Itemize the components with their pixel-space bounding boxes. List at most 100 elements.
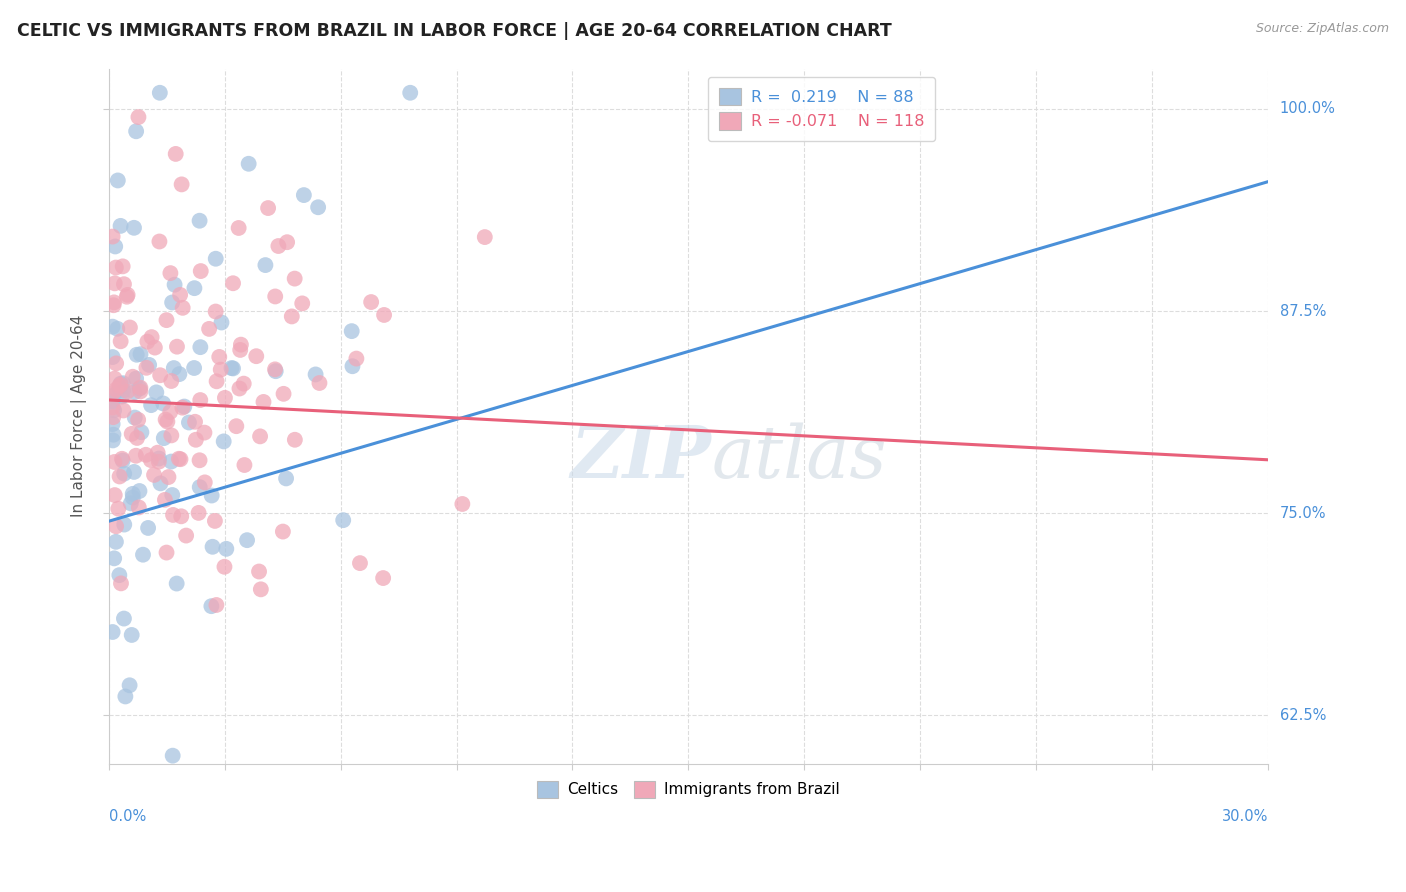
Point [127, 413, 149, 427]
Point [209, 362, 232, 376]
Point [143, 467, 166, 482]
Point [188, 480, 211, 494]
Point [188, 393, 211, 408]
Point [103, 389, 125, 403]
Point [160, 454, 183, 468]
Point [332, 513, 354, 527]
Point [214, 391, 236, 405]
Point [208, 350, 231, 364]
Point [105, 519, 128, 533]
Point [127, 110, 149, 124]
Point [101, 394, 124, 409]
Point [163, 277, 186, 292]
Point [184, 433, 207, 447]
Point [112, 403, 135, 417]
Point [115, 290, 138, 304]
Point [129, 381, 152, 395]
Point [160, 428, 183, 442]
Point [304, 368, 326, 382]
Point [200, 599, 222, 614]
Point [307, 200, 329, 214]
Point [166, 340, 188, 354]
Point [284, 433, 307, 447]
Point [108, 469, 131, 483]
Point [284, 271, 307, 285]
Point [399, 86, 422, 100]
Point [104, 260, 127, 275]
Point [236, 533, 259, 548]
Point [104, 277, 127, 291]
Point [103, 298, 125, 312]
Point [233, 458, 256, 472]
Point [112, 277, 135, 292]
Point [101, 229, 124, 244]
Point [117, 384, 139, 399]
Point [101, 386, 124, 401]
Text: 100.0%: 100.0% [1279, 102, 1336, 117]
Point [104, 534, 127, 549]
Point [344, 351, 367, 366]
Point [276, 235, 298, 250]
Point [292, 188, 315, 202]
Point [131, 425, 153, 440]
Text: 75.0%: 75.0% [1279, 506, 1326, 521]
Point [190, 264, 212, 278]
Point [129, 384, 152, 399]
Point [103, 371, 125, 385]
Point [121, 491, 143, 505]
Point [111, 260, 134, 274]
Point [129, 347, 152, 361]
Point [101, 401, 124, 415]
Point [205, 374, 228, 388]
Point [112, 611, 135, 625]
Point [103, 427, 125, 442]
Point [121, 369, 143, 384]
Point [153, 431, 176, 445]
Point [117, 288, 139, 302]
Point [155, 545, 177, 559]
Point [148, 455, 170, 469]
Point [103, 295, 125, 310]
Point [149, 368, 172, 383]
Point [105, 383, 128, 397]
Point [111, 451, 134, 466]
Point [135, 360, 157, 375]
Point [232, 376, 254, 391]
Point [110, 377, 132, 392]
Point [198, 322, 221, 336]
Point [245, 349, 267, 363]
Point [194, 475, 217, 490]
Point [101, 434, 124, 448]
Point [111, 384, 134, 398]
Point [105, 322, 128, 336]
Point [188, 453, 211, 467]
Point [111, 453, 134, 467]
Point [125, 431, 148, 445]
Point [264, 362, 287, 376]
Text: ZIP: ZIP [571, 422, 711, 493]
Point [165, 147, 187, 161]
Point [169, 452, 191, 467]
Point [122, 220, 145, 235]
Point [172, 401, 194, 415]
Point [125, 124, 148, 138]
Point [247, 565, 270, 579]
Point [155, 412, 177, 426]
Point [159, 266, 181, 280]
Point [141, 330, 163, 344]
Point [153, 492, 176, 507]
Point [103, 551, 125, 566]
Point [146, 445, 169, 459]
Point [145, 385, 167, 400]
Point [101, 350, 124, 364]
Point [201, 540, 224, 554]
Point [225, 419, 247, 434]
Point [177, 416, 200, 430]
Point [143, 341, 166, 355]
Point [135, 448, 157, 462]
Point [122, 465, 145, 479]
Point [112, 517, 135, 532]
Point [204, 514, 226, 528]
Point [110, 219, 132, 233]
Point [221, 361, 243, 376]
